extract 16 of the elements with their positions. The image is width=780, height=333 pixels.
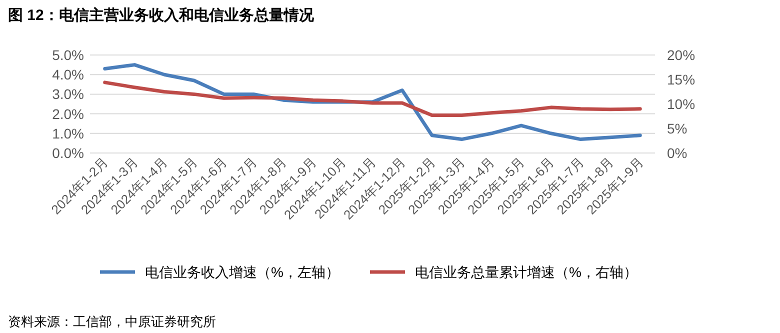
y2-tick-label: 0% (667, 145, 688, 161)
y2-tick-label: 5% (667, 120, 688, 136)
y-tick-label: 2.0% (52, 106, 84, 122)
y2-tick-label: 10% (667, 96, 696, 112)
text: 资料来源：工信部，中原证券研究所 (8, 314, 216, 329)
line-series (103, 80, 642, 118)
chart-title: 图 12：电信主营业务收入和电信业务总量情况 (8, 6, 315, 24)
y-tick-label: 3.0% (52, 86, 84, 102)
y-tick-label: 4.0% (52, 66, 84, 83)
legend-label: 电信业务总量累计增速（%，右轴） (415, 264, 638, 280)
y-tick-label: 0.0% (52, 145, 84, 161)
y-tick-label: 5.0% (52, 47, 84, 63)
y2-tick-label: 15% (667, 72, 696, 88)
y-tick-label: 1.0% (52, 125, 84, 142)
y2-tick-label: 20% (667, 47, 696, 63)
legend-label: 电信业务收入增速（%，左轴） (145, 264, 340, 280)
